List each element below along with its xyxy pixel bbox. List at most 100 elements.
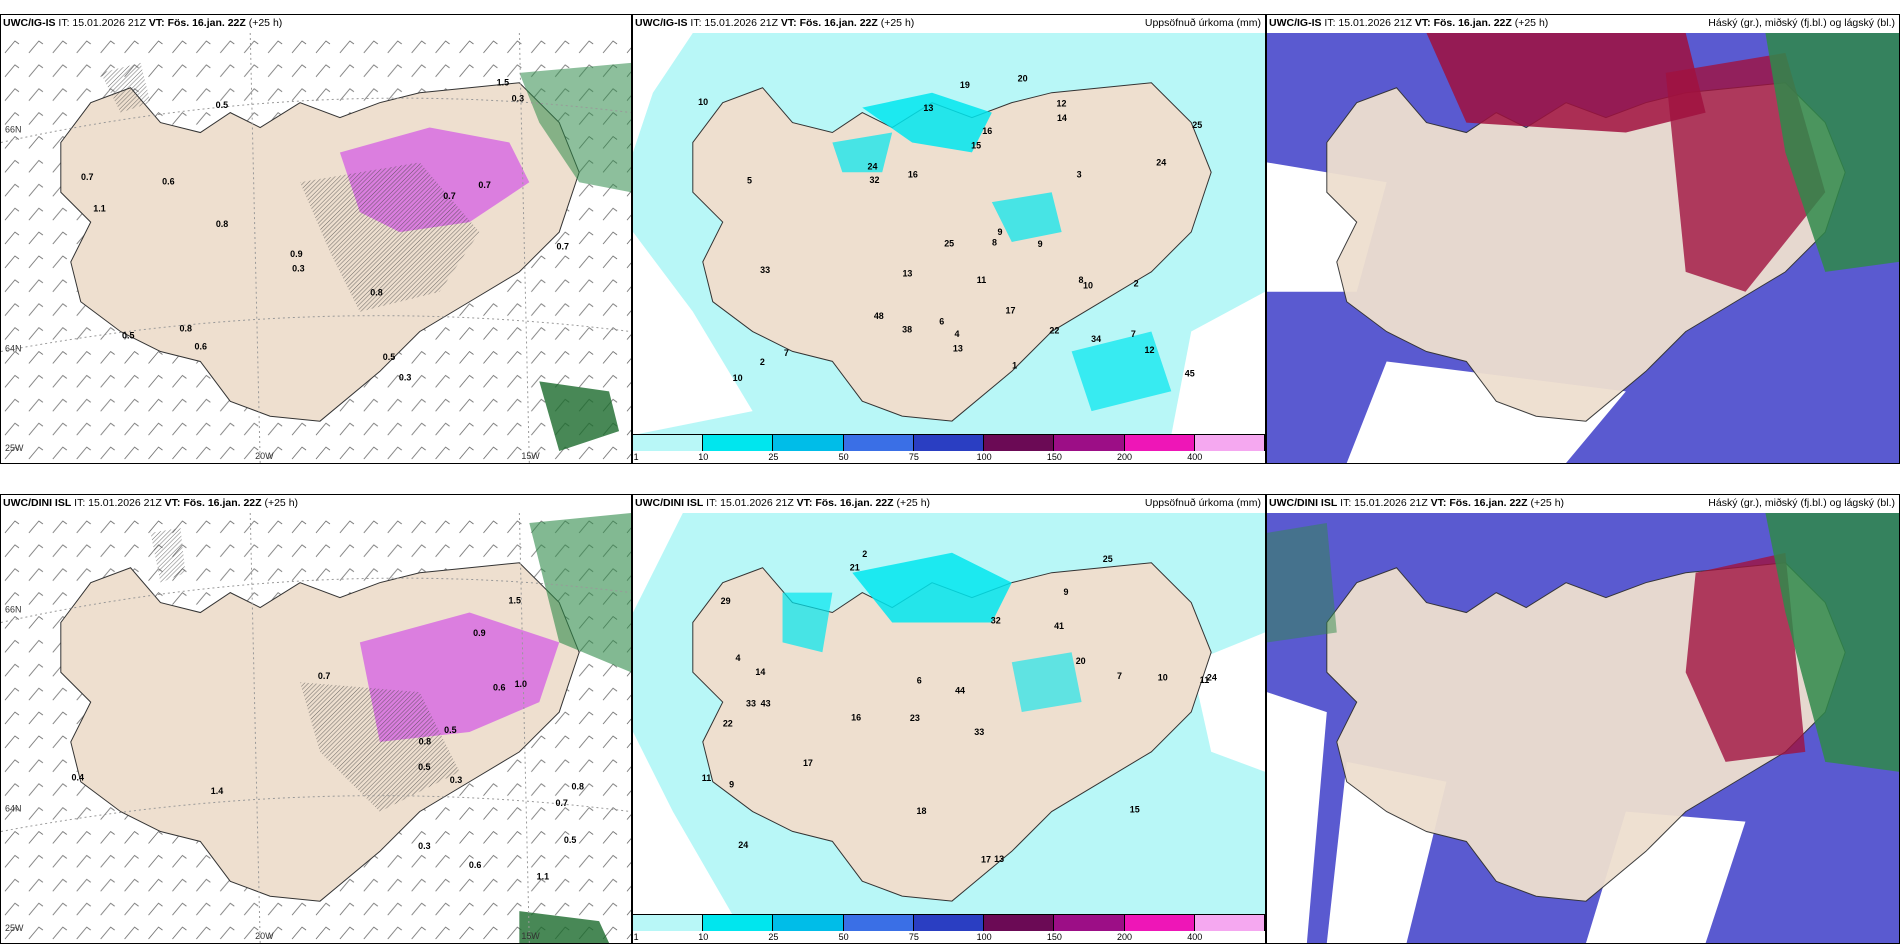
map-area: 2 2 9 11 13 20 7 12 34 48 45 32 38 19 22 24 8 33 25 25 10 7 13… <box>633 33 1265 435</box>
hatch-area-nw <box>100 62 151 113</box>
map-value-label: 11 <box>702 773 711 783</box>
legend-tick: 25 <box>768 932 779 942</box>
map-value-label: 5 <box>747 175 752 185</box>
map-value-label: 24 <box>1156 158 1166 168</box>
map-value-label: 25 <box>944 239 954 249</box>
grid-label-15w: 15W <box>521 451 540 461</box>
map-panel-ig-is-snow: UWC/IG-IS IT: 15.01.2026 21Z VT: Fös. 16… <box>0 14 632 464</box>
map-value-label: 24 <box>738 840 748 850</box>
map-value-label: 12 <box>1144 345 1154 355</box>
hatch-area <box>300 162 480 312</box>
legend-tick: 1 <box>633 452 639 462</box>
map-value-label: 16 <box>908 169 918 179</box>
map-value-label: 22 <box>723 719 733 729</box>
map-value-label: 16 <box>982 126 992 136</box>
precip-area-green <box>529 513 631 673</box>
map-value-label: 13 <box>902 269 912 279</box>
map-value-label: 0.8 <box>180 323 192 333</box>
map-value-label: 11 <box>1200 675 1209 685</box>
precip-legend: 1 10 25 50 75 100 150 200 400 <box>633 434 1265 463</box>
legend-tick: 10 <box>698 452 709 462</box>
grid-label-66n: 66N <box>5 605 21 615</box>
map-value-label: 0.5 <box>418 762 430 772</box>
map-value-label: 34 <box>1091 334 1101 344</box>
map-value-label: 1.5 <box>508 596 520 606</box>
legend-swatch <box>843 435 914 451</box>
map-value-label: 0.4 <box>71 773 83 783</box>
map-value-label: 0.3 <box>418 841 430 851</box>
map-panel-dini-clouds: UWC/DINI ISL IT: 15.01.2026 21Z VT: Fös.… <box>1266 494 1900 944</box>
panel-header: UWC/DINI ISL IT: 15.01.2026 21Z VT: Fös.… <box>1269 497 1565 509</box>
grid-label-64n: 64N <box>5 344 21 354</box>
panel-variable: Háský (gr.), miðský (fj.bl.) og lágský (… <box>1708 17 1895 29</box>
map-value-label: 17 <box>1006 306 1016 316</box>
map-value-label: 0.5 <box>122 330 134 340</box>
panel-header: UWC/DINI ISL IT: 15.01.2026 21Z VT: Fös.… <box>635 497 931 509</box>
precip-area-dark <box>539 381 620 452</box>
map-value-label: 10 <box>1083 280 1093 290</box>
legend-swatch <box>633 435 704 451</box>
map-value-label: 13 <box>923 103 933 113</box>
map-value-label: 9 <box>1064 587 1069 597</box>
legend-tick: 200 <box>1117 932 1133 942</box>
map-value-label: 19 <box>960 80 970 90</box>
grid-label-25w: 25W <box>5 923 24 933</box>
map-value-label: 48 <box>874 311 884 321</box>
map-value-label: 13 <box>953 344 963 354</box>
map-value-label: 10 <box>1158 673 1168 683</box>
map-value-label: 23 <box>910 713 920 723</box>
legend-tick: 1 <box>633 932 639 942</box>
legend-tick: 400 <box>1187 932 1203 942</box>
map-value-label: 20 <box>1018 74 1028 84</box>
map-canvas: 66N 64N 25W 20W 15W 0.30.50.80.6 0.70.50.… <box>1 33 631 463</box>
map-value-label: 0.5 <box>564 835 576 845</box>
iceland-land <box>692 82 1212 422</box>
map-value-label: 0.8 <box>571 781 583 791</box>
map-value-label: 45 <box>1185 368 1195 378</box>
map-value-label: 0.7 <box>478 180 490 190</box>
map-value-label: 0.9 <box>290 249 302 259</box>
map-value-label: 10 <box>698 97 708 107</box>
grid-lines <box>1 33 631 463</box>
map-value-label: 0.3 <box>450 775 462 785</box>
map-area <box>1267 33 1899 463</box>
map-value-label: 44 <box>955 686 965 696</box>
legend-swatch <box>633 915 704 931</box>
map-value-label: 15 <box>1130 805 1140 815</box>
panel-variable: Uppsöfnuð úrkoma (mm) <box>1144 17 1261 29</box>
legend-swatch <box>773 915 844 931</box>
grid-label-66n: 66N <box>5 125 21 135</box>
map-value-label: 25 <box>1103 554 1113 564</box>
legend-tick: 150 <box>1046 932 1062 942</box>
grid-label-20w: 20W <box>255 451 274 461</box>
legend-tick: 150 <box>1046 452 1062 462</box>
map-value-label: 1.5 <box>497 78 509 88</box>
map-value-label: 1.0 <box>515 679 527 689</box>
map-value-label: 11 <box>977 275 986 285</box>
map-value-label: 2 <box>760 357 765 367</box>
map-value-label: 0.6 <box>493 683 505 693</box>
precip-legend: 1 10 25 50 75 100 150 200 400 <box>633 914 1265 943</box>
legend-swatch <box>984 915 1055 931</box>
map-value-label: 32 <box>991 615 1001 625</box>
panel-header: UWC/IG-IS IT: 15.01.2026 21Z VT: Fös. 16… <box>635 17 915 29</box>
map-value-label: 25 <box>1192 120 1202 130</box>
map-value-label: 0.5 <box>444 725 456 735</box>
precip-area-mid <box>862 92 992 153</box>
map-value-label: 2 <box>862 549 867 559</box>
map-value-label: 6 <box>917 676 922 686</box>
legend-tick: 50 <box>838 932 849 942</box>
high-cloud-area <box>1765 33 1899 272</box>
map-value-label: 33 <box>746 699 756 709</box>
map-value-label: 1 <box>1012 361 1017 371</box>
map-value-label: 21 <box>850 563 860 573</box>
legend-tick: 10 <box>698 932 709 942</box>
map-value-label: 9 <box>1038 239 1043 249</box>
legend-tick: 75 <box>908 932 919 942</box>
legend-tick: 75 <box>908 452 919 462</box>
map-area <box>1267 513 1899 943</box>
map-value-label: 0.3 <box>512 94 524 104</box>
mid-cloud-area <box>1426 33 1706 133</box>
map-value-label: 0.7 <box>318 671 330 681</box>
map-value-label: 43 <box>761 698 771 708</box>
